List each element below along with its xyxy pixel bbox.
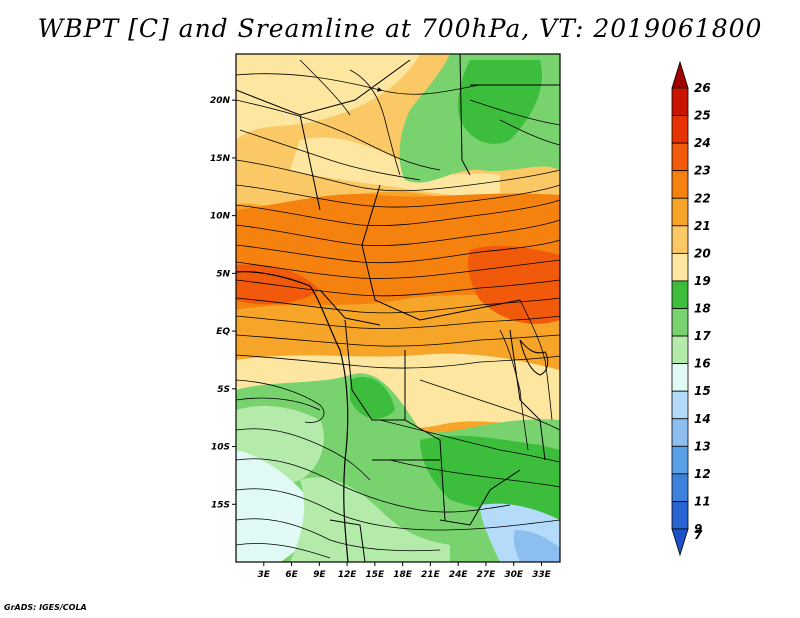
lon-tick-label: 27E: [477, 570, 497, 580]
colorbar-label: 7: [694, 528, 703, 542]
map-title: WBPT [C] and Sreamline at 700hPa, VT: 20…: [37, 14, 763, 43]
colorbar-label: 11: [694, 494, 711, 508]
colorbar-label: 20: [694, 246, 711, 260]
lat-tick-label: 5S: [217, 385, 230, 395]
colorbar-segment: [671, 115, 689, 144]
lon-tick-label: 30E: [504, 570, 524, 580]
lat-tick-label: 15S: [211, 500, 230, 510]
colorbar-segment: [671, 197, 689, 227]
colorbar-label: 15: [694, 384, 711, 398]
lon-tick-label: 21E: [421, 570, 441, 580]
country-borders: [236, 54, 560, 562]
colorbar-label: 16: [694, 357, 711, 371]
colorbar-label: 22: [694, 191, 711, 205]
colorbar-segment: [671, 170, 689, 199]
colorbar-segment: [671, 501, 689, 530]
colorbar-segment: [671, 308, 689, 337]
colorbar-label: 12: [694, 467, 711, 481]
colorbar-segment: [671, 142, 689, 172]
wbpt-field: [236, 54, 560, 562]
colorbar-segment: [671, 280, 689, 309]
lon-tick-label: 9E: [313, 570, 326, 580]
latitude-axis: 20N 15N 10N 5N EQ 5S 10S 15S: [210, 96, 236, 510]
lon-tick-label: 12E: [338, 570, 358, 580]
lat-tick-label: 10S: [211, 443, 230, 453]
colorbar-label: 9: [694, 522, 702, 536]
plot-frame: [235, 53, 561, 563]
colorbar-label: 14: [694, 412, 711, 426]
colorbar-label: 23: [694, 164, 711, 178]
lat-tick-label: 5N: [216, 269, 230, 279]
lat-tick-label: 15N: [210, 154, 231, 164]
colorbar-segment: [671, 87, 689, 116]
footer-credit: GrADS: IGES/COLA: [4, 603, 87, 612]
lat-tick-label: EQ: [216, 327, 230, 337]
colorbar-bottom-triangle: [671, 528, 689, 557]
colorbar-label: 26: [694, 81, 711, 95]
lon-tick-label: 3E: [258, 570, 271, 580]
colorbar-segment: [671, 418, 689, 447]
colorbar-label: 19: [694, 274, 711, 288]
streamlines: [236, 59, 560, 559]
colorbar-segment: [671, 445, 689, 475]
colorbar: [671, 60, 689, 557]
longitude-axis: 3E 6E 9E 12E 15E 18E 21E 24E 27E 30E 33E: [258, 562, 552, 580]
lon-tick-label: 24E: [449, 570, 469, 580]
colorbar-label: 25: [694, 109, 711, 123]
colorbar-labels: 26 25 24 23 22 21 20 19 18 17 16 15 14 13 12 11 97: [694, 81, 711, 542]
colorbar-label: 17: [694, 329, 711, 343]
lat-tick-label: 20N: [210, 96, 231, 106]
colorbar-segment: [671, 390, 689, 420]
colorbar-segment: [671, 473, 689, 502]
lon-tick-label: 6E: [285, 570, 298, 580]
colorbar-top-triangle: [671, 60, 689, 89]
lon-tick-label: 15E: [366, 570, 386, 580]
colorbar-segment: [671, 225, 689, 254]
lat-tick-label: 10N: [210, 212, 231, 222]
colorbar-segment: [671, 363, 689, 392]
colorbar-label: 13: [694, 439, 711, 453]
colorbar-label: 18: [694, 302, 711, 316]
colorbar-label: 21: [694, 219, 711, 233]
colorbar-label: 24: [694, 136, 711, 150]
lon-tick-label: 33E: [532, 570, 552, 580]
lon-tick-label: 18E: [393, 570, 413, 580]
colorbar-segment: [671, 335, 689, 365]
colorbar-segment: [671, 252, 689, 282]
